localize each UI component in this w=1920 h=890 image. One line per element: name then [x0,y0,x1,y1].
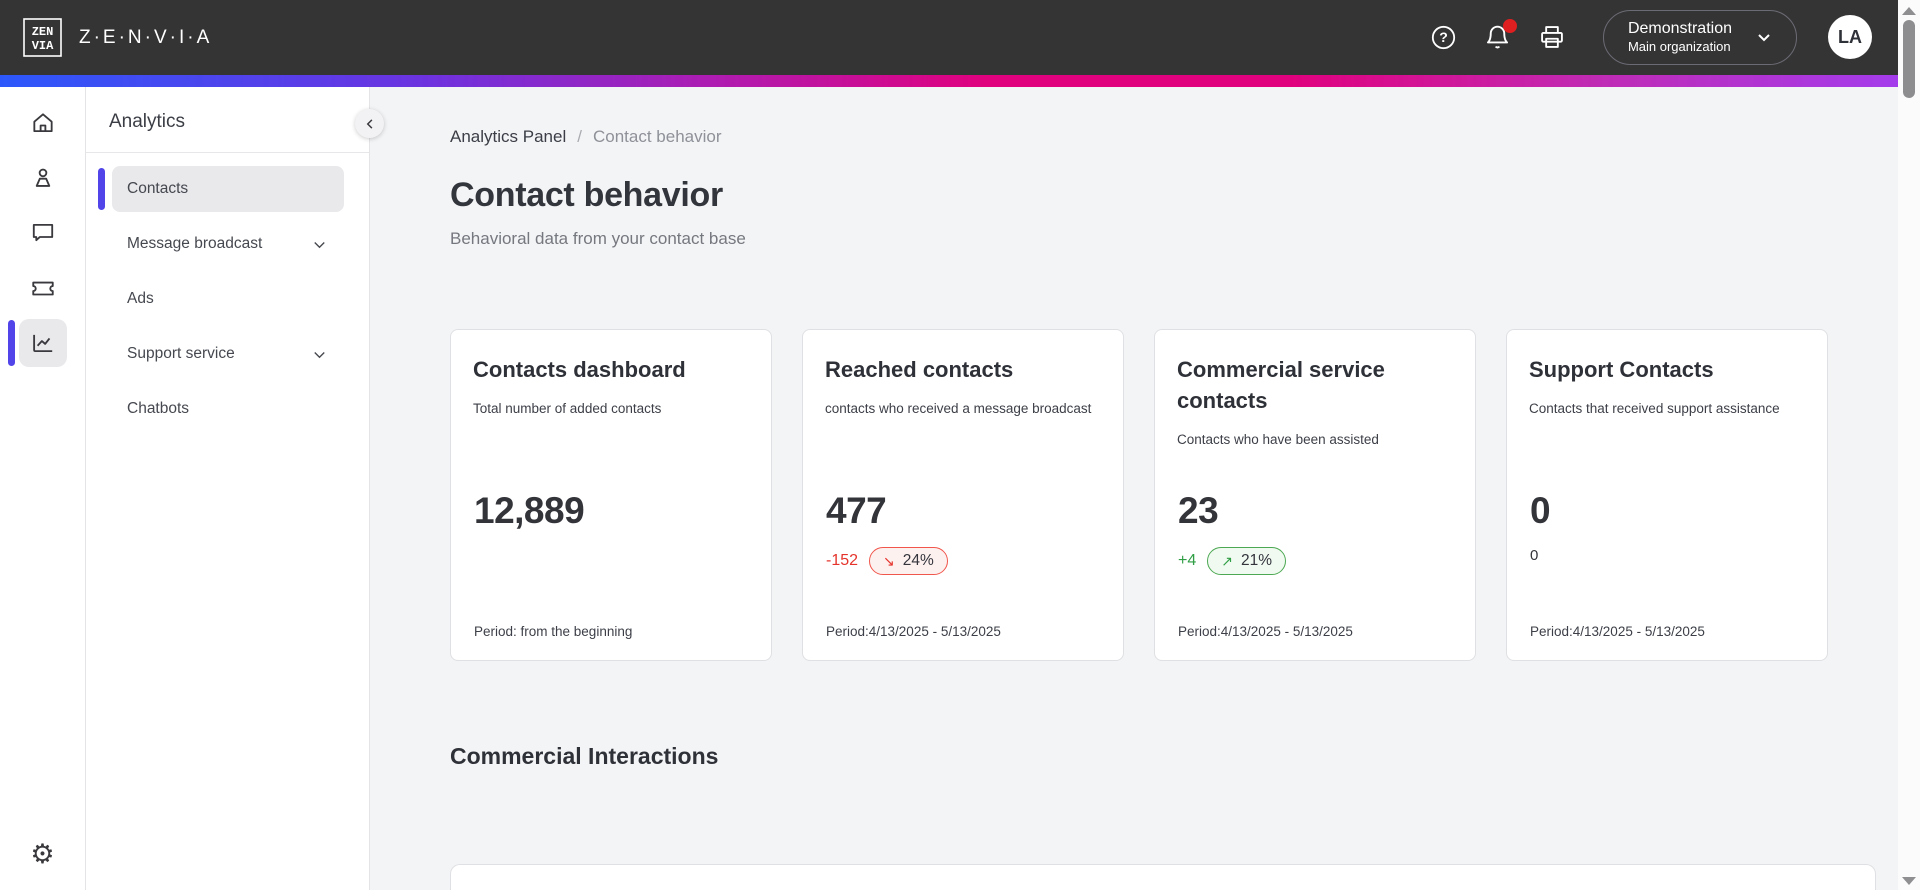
sidebar-item-chatbots[interactable]: Chatbots [127,400,190,417]
card-title: Contacts dashboard [473,357,686,382]
card-commercial-service-contacts: Commercial service contacts Contacts who… [1154,329,1476,661]
brand-wordmark: Z·E·N·V·I·A [79,26,213,48]
brand: ZEN VIA Z·E·N·V·I·A [22,17,212,58]
card-value: 477 [826,490,887,531]
trend-badge-up: ↗ 21% [1207,547,1287,575]
brand-gradient-bar [0,75,1898,87]
line-chart-icon [30,330,56,356]
card-description: contacts who received a message broadcas… [825,400,1092,416]
card-support-contacts: Support Contacts Contacts that received … [1506,329,1828,661]
chevron-down-icon [1752,25,1776,49]
trend-badge-down: ↘ 24% [869,547,948,575]
topbar: ZEN VIA Z·E·N·V·I·A ? [0,0,1898,75]
ticket-icon [30,275,56,301]
sidebar-item-support-service[interactable]: Support service [112,331,344,377]
scrollbar-up-arrow[interactable] [1902,7,1916,15]
sidebar-title: Analytics [86,87,369,153]
chevron-down-icon [310,345,329,364]
section-title-commercial-interactions: Commercial Interactions [450,743,719,769]
icon-rail: ⚙ [0,87,86,890]
notification-badge [1502,18,1517,33]
chat-bubble-icon [30,220,56,246]
card-title: Commercial service contacts [1177,357,1385,413]
rail-item-analytics[interactable] [7,319,67,367]
card-title: Support Contacts [1529,357,1714,382]
card-period: Period: from the beginning [474,624,633,639]
arrow-down-right-icon: ↘ [883,552,895,569]
svg-text:?: ? [1439,29,1448,45]
card-delta-row: 0 [1530,547,1538,564]
card-period: Period:4/13/2025 - 5/13/2025 [826,624,1001,639]
content-area: Analytics Panel / Contact behavior Conta… [370,87,1898,890]
sidebar-collapse-button[interactable] [355,109,384,138]
delta-value: +4 [1178,552,1197,569]
organization-name: Demonstration [1627,20,1732,38]
badge-percent: 21% [1240,552,1273,569]
rail-item-conversations[interactable] [19,209,67,257]
person-icon [30,165,56,191]
sidebar-nav: Contacts Message broadcast Ads Support s… [86,153,369,432]
card-contacts-dashboard: Contacts dashboard Total number of added… [450,329,772,661]
organization-switcher[interactable]: Demonstration Main organization [1602,10,1797,65]
card-title: Reached contacts [825,357,1014,382]
card-description: Contacts that received support assistanc… [1529,400,1780,416]
card-value: 23 [1178,490,1219,531]
card-period: Period:4/13/2025 - 5/13/2025 [1178,624,1353,639]
svg-text:ZEN: ZEN [32,25,54,39]
delta-value: 0 [1530,547,1539,564]
settings-gear-icon[interactable]: ⚙ [30,838,55,869]
card-description: Contacts who have been assisted [1177,431,1379,447]
breadcrumb-separator: / [577,127,582,146]
card-value: 0 [1530,490,1551,531]
breadcrumb: Analytics Panel / Contact behavior [450,127,1898,147]
page-subtitle: Behavioral data from your contact base [450,229,746,248]
card-value: 12,889 [474,490,585,531]
card-delta-row: +4 ↗ 21% [1178,547,1287,575]
rail-item-home[interactable] [19,99,67,147]
card-description: Total number of added contacts [473,400,662,416]
chevron-down-icon [310,235,329,254]
kpi-cards-row: Contacts dashboard Total number of added… [450,329,1898,661]
breadcrumb-analytics-panel[interactable]: Analytics Panel [450,127,567,146]
scrollbar-thumb[interactable] [1903,20,1915,98]
analytics-sidebar: Analytics Contacts Message broadcast [86,87,384,890]
svg-text:VIA: VIA [32,39,54,53]
help-icon[interactable]: ? [1430,24,1457,51]
sidebar-item-message-broadcast[interactable]: Message broadcast [112,221,344,267]
badge-percent: 24% [902,552,934,569]
page-title: Contact behavior [450,176,723,214]
vertical-scrollbar[interactable] [1898,0,1920,890]
card-reached-contacts: Reached contacts contacts who received a… [802,329,1124,661]
rail-item-tickets[interactable] [19,264,67,312]
avatar[interactable]: LA [1828,15,1872,60]
commercial-interactions-card-stub [450,864,1876,890]
print-icon[interactable] [1538,23,1566,51]
sidebar-item-ads[interactable]: Ads [127,290,154,307]
card-delta-row: -152 ↘ 24% [826,547,948,575]
zenvia-logo-icon: ZEN VIA [22,17,63,58]
home-icon [30,110,56,136]
arrow-up-right-icon: ↗ [1221,552,1233,569]
delta-value: -152 [826,552,859,569]
card-period: Period:4/13/2025 - 5/13/2025 [1530,624,1705,639]
scrollbar-down-arrow[interactable] [1902,877,1916,885]
topbar-actions: ? Demonstration Main [1430,10,1872,65]
sidebar-item-contacts[interactable]: Contacts [98,166,344,212]
rail-item-contacts[interactable] [19,154,67,202]
notifications-bell-icon[interactable] [1484,18,1517,51]
main-layout: ⚙ Analytics Contacts Message broadcast [0,87,1898,890]
organization-subtitle: Main organization [1627,39,1731,55]
breadcrumb-current: Contact behavior [592,127,722,146]
